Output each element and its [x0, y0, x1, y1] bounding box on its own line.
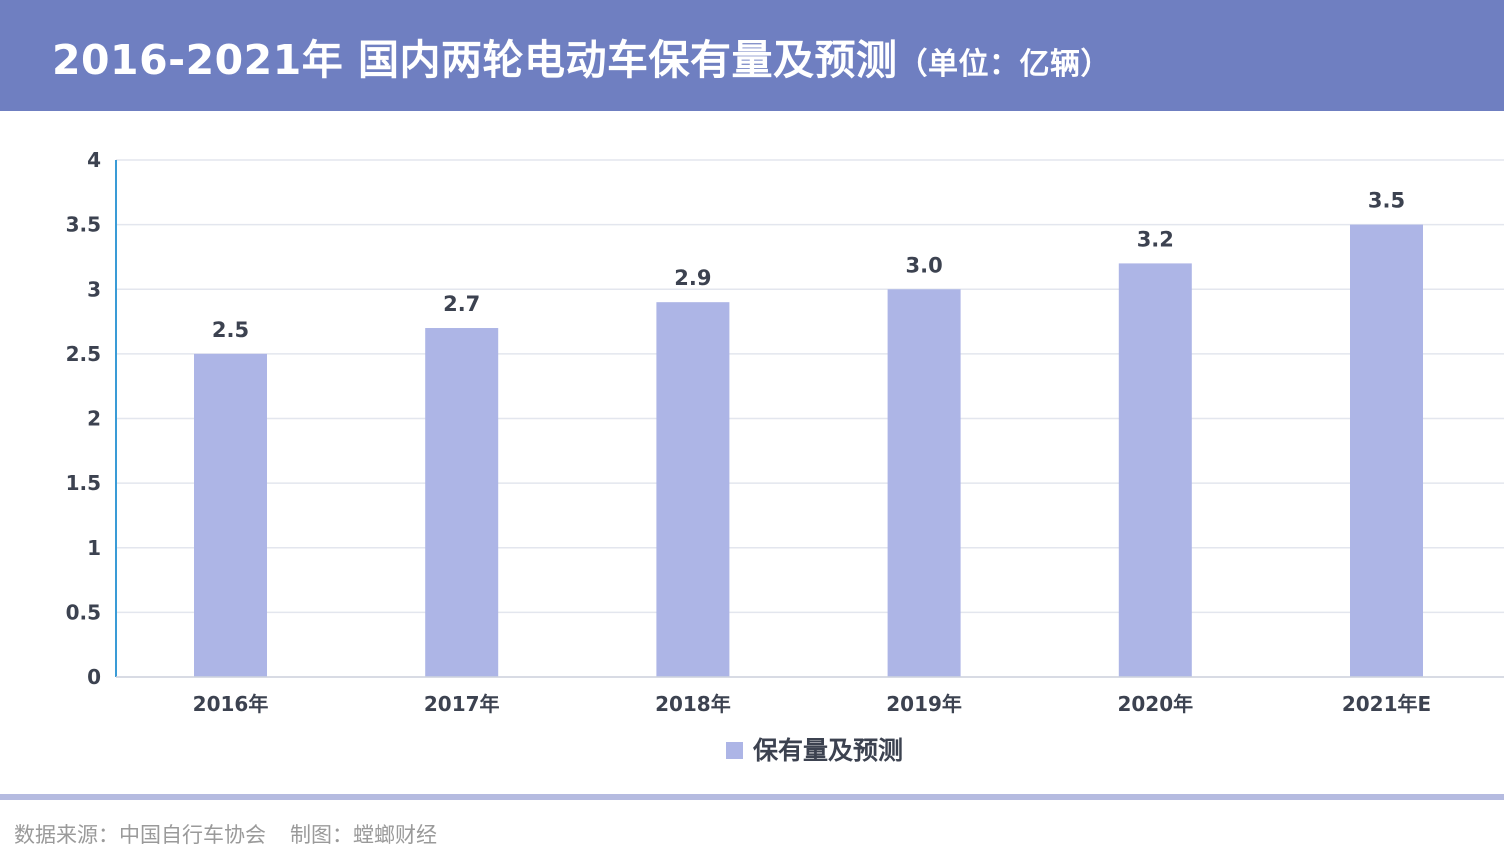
x-tick-label: 2016年: [193, 692, 269, 716]
page-title: 2016-2021年 国内两轮电动车保有量及预测（单位：亿辆）: [52, 26, 1111, 86]
title-text: 2016-2021年 国内两轮电动车保有量及预测: [52, 36, 898, 84]
data-label: 3.2: [1137, 227, 1174, 251]
bar: [887, 289, 961, 677]
y-tick-label: 0: [87, 665, 101, 689]
legend-label: 保有量及预测: [752, 736, 903, 765]
bars: [194, 224, 1423, 677]
labels: 0 0.5 1 1.5 2 2.5 3 3.5 4 2.5 2016年 2.7 2017年 2.9 2018…: [66, 148, 1432, 716]
x-tick-label: 2019年: [886, 692, 962, 716]
bar: [425, 328, 499, 677]
y-tick-label: 3.5: [66, 213, 101, 237]
title-unit: （单位：亿辆）: [897, 47, 1112, 82]
y-tick-label: 4: [87, 148, 101, 172]
data-label: 2.9: [674, 266, 711, 290]
source-text: 数据来源：中国自行车协会: [14, 823, 266, 847]
data-label: 3.0: [905, 253, 942, 277]
y-tick-label: 1.5: [66, 471, 101, 495]
x-tick-label: 2020年: [1117, 692, 1193, 716]
footer-divider: [0, 794, 1504, 800]
y-tick-label: 2.5: [66, 342, 101, 366]
bar: [1350, 224, 1423, 677]
axes: [115, 160, 1504, 678]
footer: 数据来源：中国自行车协会 制图：螳螂财经: [14, 819, 437, 849]
credit-text: 制图：螳螂财经: [290, 823, 437, 847]
y-tick-label: 3: [87, 277, 101, 301]
y-tick-label: 2: [87, 407, 101, 431]
bar: [194, 353, 267, 677]
x-tick-label: 2018年: [655, 692, 731, 716]
legend: 保有量及预测: [726, 736, 903, 765]
bar-chart: 0 0.5 1 1.5 2 2.5 3 3.5 4 2.5 2016年 2.7 2017年 2.9 2018…: [66, 148, 1504, 765]
data-label: 3.5: [1368, 189, 1405, 213]
x-tick-label: 2021年E: [1342, 692, 1431, 716]
bar: [1118, 263, 1192, 677]
data-label: 2.7: [443, 292, 480, 316]
data-label: 2.5: [212, 318, 249, 342]
y-tick-label: 0.5: [66, 600, 101, 624]
legend-swatch: [726, 742, 743, 759]
y-tick-label: 1: [87, 536, 101, 560]
x-tick-label: 2017年: [424, 692, 500, 716]
header-bar: 2016-2021年 国内两轮电动车保有量及预测（单位：亿辆）: [0, 0, 1504, 111]
bar: [656, 302, 730, 677]
gridlines: [116, 159, 1504, 678]
